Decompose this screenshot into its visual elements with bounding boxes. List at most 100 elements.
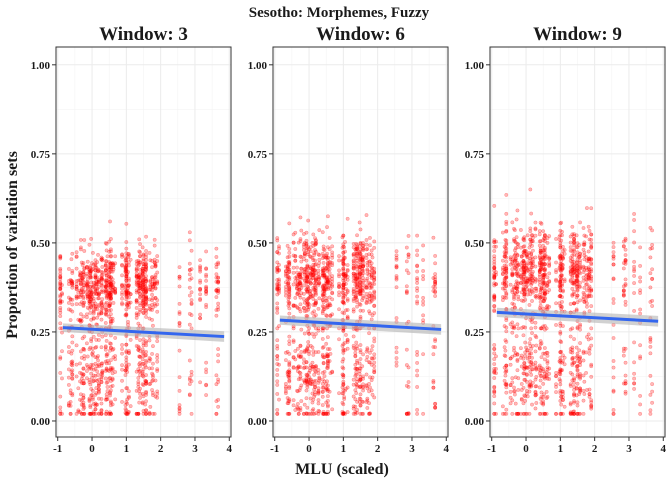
data-point: [364, 252, 369, 257]
x-tick-label: 1: [558, 443, 564, 455]
data-point: [537, 277, 542, 282]
data-point: [581, 398, 586, 403]
data-point: [144, 298, 149, 303]
data-point: [103, 411, 108, 416]
data-point: [99, 345, 104, 350]
data-point: [522, 268, 527, 272]
data-point: [370, 392, 375, 397]
data-point: [124, 246, 129, 251]
data-point: [150, 351, 155, 356]
data-point: [638, 402, 643, 407]
data-point: [589, 244, 594, 249]
data-point: [99, 311, 104, 316]
data-point: [126, 286, 131, 291]
data-point: [358, 366, 363, 371]
data-point: [554, 270, 559, 275]
data-point: [108, 312, 113, 317]
data-point: [214, 262, 219, 267]
data-point: [361, 264, 366, 269]
data-point: [150, 284, 155, 289]
data-point: [519, 298, 524, 303]
data-point: [153, 296, 158, 300]
data-point: [492, 401, 497, 406]
data-point: [82, 334, 87, 339]
data-point: [358, 252, 363, 256]
data-point: [78, 247, 83, 252]
data-point: [88, 296, 93, 301]
data-point: [287, 254, 292, 259]
data-point: [542, 357, 547, 362]
data-point: [492, 304, 497, 309]
data-point: [341, 357, 346, 362]
data-point: [433, 261, 438, 266]
data-point: [87, 268, 92, 273]
data-point: [198, 312, 203, 317]
data-point: [103, 347, 108, 352]
data-point: [93, 345, 98, 350]
data-point: [141, 311, 146, 315]
data-point: [81, 272, 86, 277]
data-point: [140, 272, 145, 277]
data-point: [103, 284, 108, 289]
data-point: [343, 332, 348, 337]
data-point: [88, 411, 93, 416]
data-point: [107, 297, 112, 301]
data-point: [136, 344, 141, 349]
data-point: [134, 411, 139, 416]
data-point: [578, 363, 583, 368]
data-point: [143, 363, 148, 368]
data-point: [648, 344, 653, 349]
data-point: [99, 377, 104, 381]
data-point: [96, 312, 101, 317]
data-point: [581, 358, 586, 363]
data-point: [107, 292, 112, 297]
data-point: [99, 408, 104, 412]
data-point: [88, 345, 93, 350]
data-point: [523, 340, 528, 345]
data-point: [355, 272, 360, 277]
data-point: [308, 249, 313, 254]
data-point: [433, 285, 438, 290]
data-point: [433, 290, 438, 295]
data-point: [515, 245, 520, 250]
data-point: [120, 283, 125, 288]
data-point: [522, 377, 527, 382]
data-point: [283, 384, 288, 389]
data-point: [358, 357, 363, 361]
data-point: [492, 275, 497, 280]
data-point: [108, 365, 113, 370]
data-point: [623, 299, 628, 304]
data-point: [611, 336, 616, 340]
data-point: [81, 381, 86, 386]
data-point: [560, 411, 565, 416]
data-point: [111, 267, 116, 272]
data-point: [295, 291, 299, 296]
data-point: [74, 279, 79, 284]
data-point: [516, 387, 521, 392]
data-point: [93, 304, 98, 309]
data-point: [623, 346, 628, 351]
data-point: [103, 289, 108, 294]
data-point: [361, 276, 366, 281]
data-point: [113, 289, 118, 294]
data-point: [216, 397, 221, 402]
data-point: [107, 290, 112, 295]
data-point: [530, 233, 534, 237]
data-point: [545, 275, 550, 280]
data-point: [93, 274, 98, 279]
data-point: [554, 301, 559, 306]
data-point: [108, 275, 113, 280]
data-point: [99, 289, 104, 294]
data-point: [558, 304, 563, 308]
data-point: [140, 266, 145, 271]
data-point: [287, 379, 292, 384]
data-point: [623, 302, 628, 307]
data-point: [144, 379, 149, 384]
data-point: [515, 368, 520, 373]
data-point: [96, 338, 101, 342]
data-point: [107, 239, 112, 244]
data-point: [126, 290, 131, 294]
data-point: [76, 278, 81, 283]
data-point: [547, 279, 552, 284]
data-point: [81, 403, 86, 408]
